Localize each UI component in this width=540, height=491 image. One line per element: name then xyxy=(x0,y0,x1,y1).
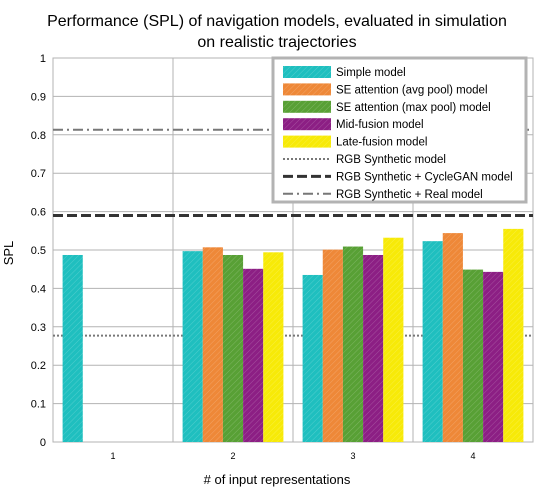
bar xyxy=(342,246,364,442)
x-tick-label: 4 xyxy=(470,451,475,461)
bar xyxy=(462,269,484,442)
y-tick-label: 0.4 xyxy=(31,283,46,295)
legend-swatch xyxy=(283,83,331,96)
y-tick-label: 0.1 xyxy=(31,399,46,411)
legend-label: Mid-fusion model xyxy=(336,119,424,131)
x-axis-title: # of input representations xyxy=(204,472,351,487)
bar xyxy=(442,233,463,442)
x-tick-label: 1 xyxy=(110,451,115,461)
legend-label: SE attention (avg pool) model xyxy=(336,84,488,96)
bar xyxy=(503,228,524,442)
bars xyxy=(62,228,524,442)
legend-label: RGB Synthetic model xyxy=(336,154,446,166)
bar xyxy=(182,251,203,442)
legend-swatch xyxy=(283,135,331,148)
legend-label: Simple model xyxy=(336,67,406,79)
bar xyxy=(222,254,244,442)
chart-title-line-2: on realistic trajectories xyxy=(197,34,356,51)
y-axis-title: SPL xyxy=(1,241,16,266)
y-tick-label: 1 xyxy=(40,53,46,65)
y-tick-label: 0.2 xyxy=(31,360,46,372)
bar xyxy=(363,254,384,442)
y-tick-label: 0.3 xyxy=(31,322,46,334)
bar xyxy=(263,252,284,442)
y-tick-label: 0 xyxy=(40,437,46,449)
x-tick-label: 2 xyxy=(230,451,235,461)
legend-swatch xyxy=(283,66,331,78)
bar xyxy=(422,241,443,442)
bar xyxy=(202,247,223,442)
y-tick-label: 0.6 xyxy=(31,207,46,219)
y-tick-label: 0.8 xyxy=(31,130,46,142)
axes: 0 0.1 0.2 0.3 0.4 0.5 0.6 0.7 0.8 0.9 1 1 2 3 4 xyxy=(31,53,476,461)
x-tick-label: 3 xyxy=(350,451,355,461)
bar xyxy=(62,254,83,442)
legend-label: SE attention (max pool) model xyxy=(336,102,491,114)
legend-swatch xyxy=(283,118,331,131)
legend: Simple model SE attention (avg pool) mode… xyxy=(271,56,528,204)
legend-swatch xyxy=(283,100,331,113)
y-tick-label: 0.7 xyxy=(31,168,46,180)
y-tick-label: 0.5 xyxy=(31,245,46,257)
bar xyxy=(302,274,323,442)
y-tick-label: 0.9 xyxy=(31,91,46,103)
bar xyxy=(383,237,404,442)
legend-label: RGB Synthetic + Real model xyxy=(336,189,483,201)
bar xyxy=(243,268,264,442)
chart-title-line-1: Performance (SPL) of navigation models, … xyxy=(47,13,507,30)
legend-label: Late-fusion model xyxy=(336,137,427,149)
legend-label: RGB Synthetic + CycleGAN model xyxy=(336,171,513,183)
bar xyxy=(483,271,504,442)
bar xyxy=(322,249,343,442)
